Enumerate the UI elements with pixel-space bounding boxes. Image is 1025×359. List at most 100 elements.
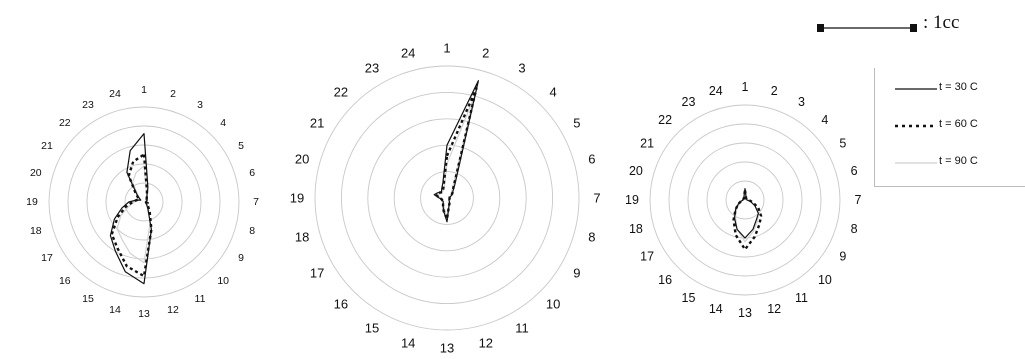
category-label: 3 — [518, 61, 525, 76]
category-label: 2 — [170, 88, 176, 100]
category-label: 15 — [682, 291, 696, 305]
category-label: 13 — [440, 341, 454, 356]
category-label: 9 — [573, 266, 580, 281]
grid-ring — [367, 118, 527, 278]
legend-item-90: t = 90 C — [893, 155, 1025, 170]
grid-ring — [314, 65, 580, 331]
category-label: 16 — [658, 273, 672, 287]
grid-ring — [124, 182, 164, 222]
category-label: 12 — [479, 335, 493, 350]
category-label: 5 — [238, 140, 244, 152]
category-label: 7 — [593, 191, 600, 206]
category-label: 10 — [818, 273, 832, 287]
category-label: 14 — [709, 302, 723, 316]
category-label: 19 — [26, 196, 38, 208]
category-label: 5 — [839, 137, 846, 151]
category-label: 18 — [30, 225, 42, 237]
series-line — [433, 80, 479, 223]
category-label: 8 — [588, 229, 595, 244]
category-label: 7 — [253, 196, 259, 208]
category-label: 16 — [334, 297, 348, 312]
series-line — [109, 133, 152, 285]
category-label: 16 — [59, 275, 71, 287]
category-label: 20 — [30, 167, 42, 179]
scale-bar-right-cap — [910, 24, 917, 32]
category-label: 11 — [195, 293, 206, 305]
category-label: 21 — [41, 140, 53, 152]
grid-ring — [706, 161, 784, 239]
scale-bar-left-cap — [817, 24, 824, 32]
category-label: 17 — [640, 250, 654, 264]
category-label: 8 — [851, 222, 858, 236]
category-label: 23 — [682, 95, 696, 109]
category-label: 12 — [767, 302, 781, 316]
category-label: 2 — [482, 46, 489, 61]
grid-ring — [420, 171, 474, 225]
category-label: 9 — [238, 252, 244, 264]
category-label: 7 — [855, 193, 862, 207]
category-label: 20 — [295, 152, 309, 167]
category-label: 6 — [249, 167, 255, 179]
category-label: 18 — [295, 229, 309, 244]
category-label: 3 — [798, 95, 805, 109]
grid-ring — [67, 125, 221, 279]
category-label: 2 — [771, 84, 778, 98]
legend-swatch-faint — [895, 162, 937, 164]
category-label: 4 — [549, 84, 556, 99]
category-label: 14 — [109, 304, 121, 316]
grid-ring — [393, 144, 501, 252]
series-line — [435, 87, 478, 221]
series-line — [733, 188, 760, 239]
category-label: 21 — [310, 116, 324, 131]
category-label: 22 — [334, 84, 348, 99]
category-label: 6 — [851, 164, 858, 178]
grid-ring — [687, 142, 803, 258]
category-label: 15 — [82, 293, 94, 305]
category-label: 6 — [588, 152, 595, 167]
category-label: 13 — [738, 306, 752, 320]
category-label: 23 — [82, 99, 94, 111]
legend-label-30: t = 30 C — [939, 81, 978, 93]
grid-ring — [649, 104, 841, 296]
grid-ring — [725, 180, 765, 220]
category-label: 19 — [625, 193, 639, 207]
legend-item-60: t = 60 C — [893, 118, 1025, 133]
category-label: 22 — [658, 113, 672, 127]
category-label: 11 — [515, 320, 529, 335]
category-label: 5 — [573, 116, 580, 131]
category-label: 14 — [401, 335, 415, 350]
category-label: 1 — [141, 84, 147, 96]
legend-swatch-dotted — [895, 124, 937, 128]
category-label: 1 — [742, 80, 749, 94]
category-label: 12 — [167, 304, 179, 316]
category-label: 19 — [290, 191, 304, 206]
category-label: 18 — [629, 222, 643, 236]
category-label: 11 — [795, 291, 808, 305]
grid-ring — [340, 91, 554, 305]
category-label: 8 — [249, 225, 255, 237]
category-label: 3 — [197, 99, 203, 111]
category-label: 22 — [59, 117, 71, 129]
category-label: 23 — [365, 61, 379, 76]
grid-ring — [668, 123, 822, 277]
category-label: 15 — [365, 320, 379, 335]
category-label: 21 — [640, 137, 654, 151]
grid-ring — [48, 106, 240, 298]
category-label: 13 — [138, 308, 150, 320]
legend: t = 30 C t = 60 C t = 90 C — [874, 68, 1025, 187]
category-label: 1 — [443, 41, 450, 56]
grid-ring — [86, 144, 202, 260]
scale-label: : 1cc — [923, 12, 960, 33]
category-label: 4 — [220, 117, 226, 129]
category-label: 24 — [401, 46, 415, 61]
legend-item-30: t = 30 C — [893, 81, 1025, 96]
category-label: 10 — [217, 275, 229, 287]
category-label: 20 — [629, 164, 643, 178]
legend-swatch-solid — [895, 88, 937, 90]
category-label: 17 — [310, 266, 324, 281]
category-label: 24 — [109, 88, 121, 100]
